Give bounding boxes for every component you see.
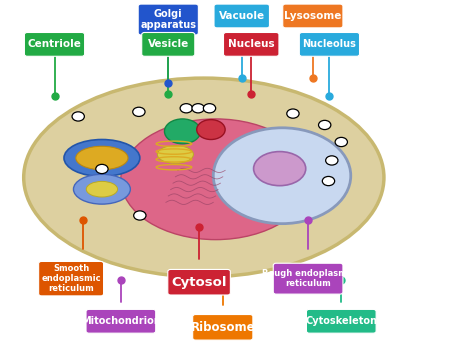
Text: Smooth
endoplasmic
reticulum: Smooth endoplasmic reticulum bbox=[41, 264, 101, 293]
Ellipse shape bbox=[164, 119, 201, 144]
FancyBboxPatch shape bbox=[25, 32, 84, 56]
Circle shape bbox=[326, 156, 338, 165]
Text: Nucleus: Nucleus bbox=[228, 39, 274, 49]
Circle shape bbox=[180, 104, 192, 113]
Text: Rough endoplasmic
reticulum: Rough endoplasmic reticulum bbox=[262, 269, 355, 288]
Ellipse shape bbox=[86, 181, 118, 197]
Text: Mitochondrion: Mitochondrion bbox=[81, 316, 161, 326]
FancyBboxPatch shape bbox=[86, 309, 155, 333]
Circle shape bbox=[322, 176, 335, 186]
FancyBboxPatch shape bbox=[168, 269, 230, 295]
Text: Lysosome: Lysosome bbox=[284, 11, 342, 21]
FancyBboxPatch shape bbox=[224, 32, 279, 56]
Text: Golgi
apparatus: Golgi apparatus bbox=[140, 9, 196, 30]
Circle shape bbox=[134, 211, 146, 220]
Ellipse shape bbox=[76, 146, 128, 170]
Text: Vacuole: Vacuole bbox=[219, 11, 265, 21]
Ellipse shape bbox=[157, 146, 193, 163]
Text: Nucleolus: Nucleolus bbox=[302, 39, 356, 49]
Ellipse shape bbox=[64, 140, 140, 176]
Ellipse shape bbox=[197, 120, 225, 140]
Circle shape bbox=[335, 137, 347, 147]
Circle shape bbox=[72, 112, 84, 121]
FancyBboxPatch shape bbox=[306, 309, 376, 333]
Ellipse shape bbox=[24, 78, 384, 277]
Text: Cytoskeleton: Cytoskeleton bbox=[305, 316, 377, 326]
Circle shape bbox=[133, 107, 145, 116]
Ellipse shape bbox=[121, 119, 310, 240]
FancyBboxPatch shape bbox=[299, 32, 359, 56]
Circle shape bbox=[192, 104, 204, 113]
FancyBboxPatch shape bbox=[138, 4, 198, 35]
Circle shape bbox=[203, 104, 216, 113]
Ellipse shape bbox=[254, 152, 306, 186]
Ellipse shape bbox=[213, 128, 351, 224]
Ellipse shape bbox=[73, 174, 130, 204]
FancyBboxPatch shape bbox=[142, 32, 195, 56]
FancyBboxPatch shape bbox=[214, 4, 269, 28]
Text: Centriole: Centriole bbox=[27, 39, 82, 49]
FancyBboxPatch shape bbox=[273, 263, 343, 294]
Text: Vesicle: Vesicle bbox=[147, 39, 189, 49]
Text: Ribosome: Ribosome bbox=[191, 321, 255, 334]
Circle shape bbox=[96, 164, 108, 174]
Circle shape bbox=[319, 120, 331, 130]
FancyBboxPatch shape bbox=[192, 315, 253, 340]
Circle shape bbox=[287, 109, 299, 118]
Text: Cytosol: Cytosol bbox=[171, 276, 227, 289]
FancyBboxPatch shape bbox=[38, 261, 103, 296]
FancyBboxPatch shape bbox=[283, 4, 343, 28]
